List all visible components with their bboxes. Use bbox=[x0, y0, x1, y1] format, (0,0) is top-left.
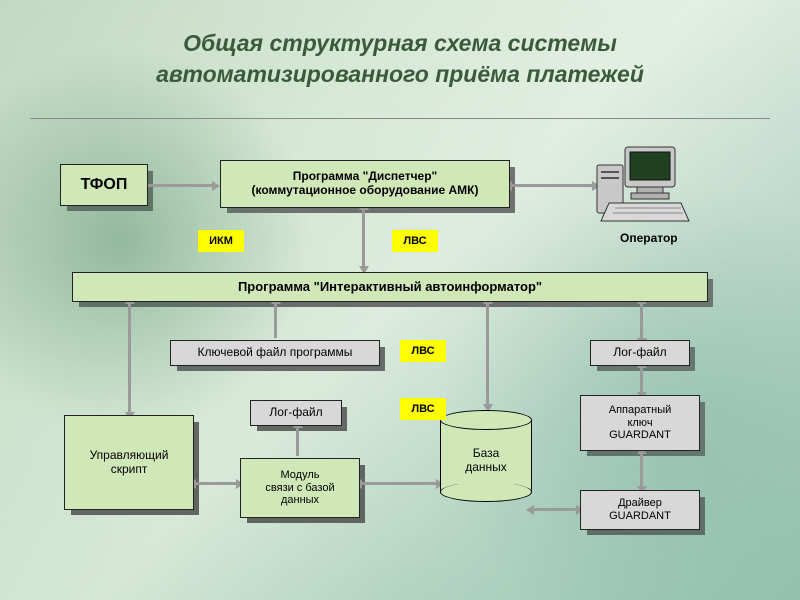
node-logfile-mid-label: Лог-файл bbox=[269, 406, 322, 420]
node-guardant-key-line2: ключ bbox=[627, 417, 652, 430]
node-guardant-key: Аппаратный ключ GUARDANT bbox=[580, 395, 700, 451]
node-autoinformator-label: Программа "Интерактивный автоинформатор" bbox=[238, 280, 542, 295]
node-autoinformator: Программа "Интерактивный автоинформатор" bbox=[72, 272, 708, 302]
computer-icon bbox=[595, 145, 690, 225]
node-dispatcher-line1: Программа "Диспетчер" bbox=[293, 170, 437, 184]
node-script-line2: скрипт bbox=[111, 463, 148, 477]
node-db-line1: База bbox=[473, 446, 500, 460]
node-module-line3: данных bbox=[281, 494, 319, 507]
node-logfile-mid: Лог-файл bbox=[250, 400, 342, 426]
node-module-line1: Модуль bbox=[281, 469, 320, 482]
node-guardant-key-line3: GUARDANT bbox=[609, 429, 671, 442]
slide-title: Общая структурная схема системы автомати… bbox=[0, 28, 800, 90]
node-guardant-key-line1: Аппаратный bbox=[609, 404, 672, 417]
node-logfile-right: Лог-файл bbox=[590, 340, 690, 366]
node-database: База данных bbox=[440, 410, 532, 502]
operator-label: Оператор bbox=[620, 232, 678, 246]
title-divider bbox=[30, 118, 770, 119]
node-logfile-right-label: Лог-файл bbox=[613, 346, 666, 360]
operator-label-text: Оператор bbox=[620, 232, 678, 246]
title-line-2: автоматизированного приёма платежей bbox=[0, 59, 800, 90]
node-guardant-driver: Драйвер GUARDANT bbox=[580, 490, 700, 530]
node-keyfile-label: Ключевой файл программы bbox=[198, 346, 353, 360]
tag-lvs-1: ЛВС bbox=[392, 230, 438, 252]
title-line-1: Общая структурная схема системы bbox=[0, 28, 800, 59]
node-module: Модуль связи с базой данных bbox=[240, 458, 360, 518]
diagram-canvas: ТФОП Программа "Диспетчер" (коммутационн… bbox=[0, 140, 800, 600]
node-tfop-label: ТФОП bbox=[81, 176, 128, 194]
tag-lvs-3: ЛВС bbox=[400, 398, 446, 420]
node-tfop: ТФОП bbox=[60, 164, 148, 206]
node-keyfile: Ключевой файл программы bbox=[170, 340, 380, 366]
node-dispatcher: Программа "Диспетчер" (коммутационное об… bbox=[220, 160, 510, 208]
tag-ikm: ИКМ bbox=[198, 230, 244, 252]
node-module-line2: связи с базой bbox=[265, 482, 334, 495]
node-db-line2: данных bbox=[465, 460, 507, 474]
node-script-line1: Управляющий bbox=[90, 449, 169, 463]
tag-lvs-2: ЛВС bbox=[400, 340, 446, 362]
node-guardant-drv-line2: GUARDANT bbox=[609, 510, 671, 523]
node-guardant-drv-line1: Драйвер bbox=[618, 497, 662, 510]
node-script: Управляющий скрипт bbox=[64, 415, 194, 510]
node-dispatcher-line2: (коммутационное оборудование АМК) bbox=[252, 184, 479, 198]
